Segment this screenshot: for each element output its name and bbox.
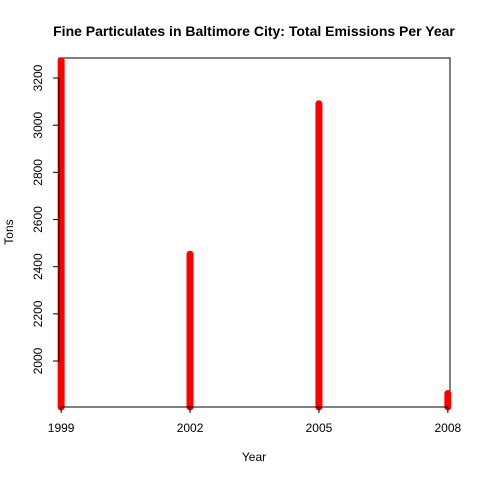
y-tick-label: 2000 <box>31 347 45 374</box>
plot-frame <box>58 57 451 408</box>
x-tick-label: 2005 <box>306 421 333 435</box>
y-tick-label: 3000 <box>31 112 45 139</box>
x-tick-label: 2008 <box>435 421 462 435</box>
x-axis-label: Year <box>242 450 266 464</box>
y-tick-label: 2400 <box>31 253 45 280</box>
bars <box>57 57 452 411</box>
y-tick-label: 2800 <box>31 159 45 186</box>
y-tick-label: 2600 <box>31 206 45 233</box>
y-axis-label: Tons <box>2 219 16 244</box>
x-tick-label: 1999 <box>48 421 75 435</box>
x-axis: 1999 2002 2005 2008 <box>48 406 462 435</box>
y-axis: 2000 2200 2400 2600 2800 3000 3200 <box>31 64 60 374</box>
chart-title: Fine Particulates in Baltimore City: Tot… <box>53 23 455 39</box>
y-tick-label: 2200 <box>31 300 45 327</box>
y-tick-label: 3200 <box>31 64 45 91</box>
x-tick-label: 2002 <box>177 421 204 435</box>
